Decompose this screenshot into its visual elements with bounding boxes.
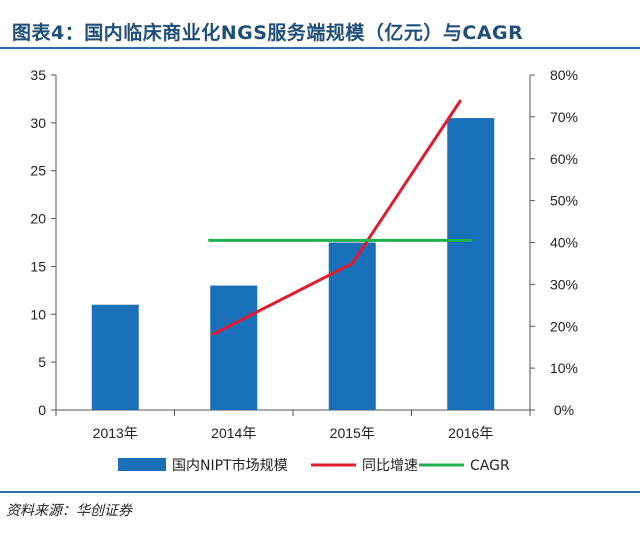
title-divider — [0, 47, 640, 49]
y-right-tick-label: 40% — [550, 235, 578, 251]
chart-canvas: 0 5 10 15 20 25 30 35 0% 10% 20% 30% 40% 50% 60% 70% 80%… — [30, 67, 578, 474]
y-right-tick-label: 10% — [550, 360, 578, 376]
y-left-tick-label: 0 — [38, 402, 46, 418]
x-tick-label: 2015年 — [330, 425, 375, 441]
bar-series — [91, 118, 495, 411]
chart-legend: 国内NIPT市场规模 同比增速 CAGR — [118, 457, 510, 474]
line-series — [208, 99, 472, 336]
y-right-tick-label: 50% — [550, 193, 578, 209]
x-tick-label: 2014年 — [211, 425, 256, 441]
chart-axes: 0 5 10 15 20 25 30 35 0% 10% 20% 30% 40% 50% 60% 70% 80%… — [30, 67, 578, 441]
source-note: 资料来源：华创证券 — [6, 503, 132, 519]
chart-title: 图表4：国内临床商业化NGS服务端规模（亿元）与CAGR — [12, 22, 524, 44]
footer-divider — [0, 491, 640, 493]
bar-2016年 — [447, 118, 495, 411]
y-right-tick-label: 60% — [550, 151, 578, 167]
y-left-tick-label: 25 — [30, 163, 46, 179]
bar-2015年 — [328, 242, 376, 410]
y-right-tick-label: 0% — [554, 402, 574, 418]
bar-2013年 — [91, 304, 139, 410]
legend-bar-label: 国内NIPT市场规模 — [172, 457, 288, 474]
y-left-tick-label: 15 — [30, 258, 46, 274]
y-left-tick-label: 10 — [30, 306, 46, 322]
legend-cagr-label: CAGR — [470, 458, 510, 474]
y-right-tick-label: 70% — [550, 109, 578, 125]
y-left-tick-label: 5 — [38, 354, 46, 370]
y-left-tick-label: 35 — [30, 67, 46, 83]
bar-2014年 — [210, 285, 258, 410]
y-left-tick-label: 20 — [30, 211, 46, 227]
y-right-tick-label: 20% — [550, 318, 578, 334]
x-tick-label: 2013年 — [93, 425, 138, 441]
x-tick-label: 2016年 — [448, 425, 493, 441]
legend-growth-label: 同比增速 — [362, 458, 418, 474]
y-left-tick-label: 30 — [30, 115, 46, 131]
y-right-tick-label: 80% — [550, 67, 578, 83]
legend-bar-swatch — [118, 458, 166, 471]
y-right-tick-label: 30% — [550, 276, 578, 292]
